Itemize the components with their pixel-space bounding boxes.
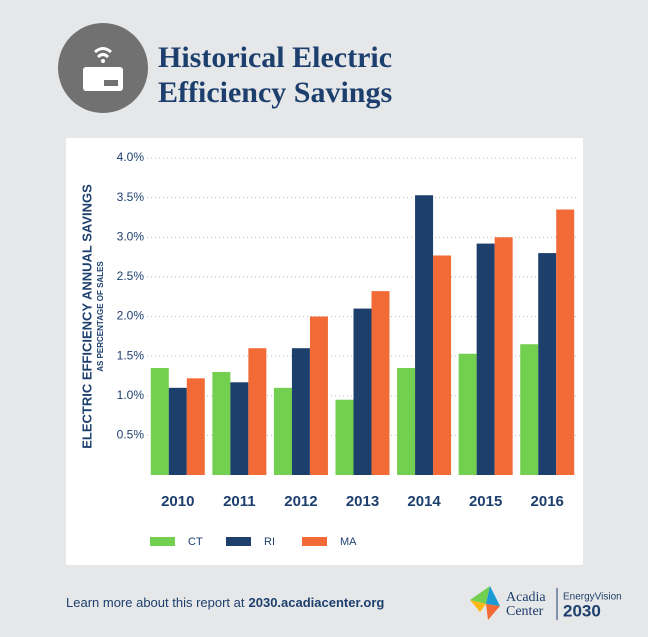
bar bbox=[273, 387, 292, 475]
bar bbox=[230, 382, 249, 475]
bar bbox=[520, 344, 539, 475]
y-tick-label: 3.5% bbox=[117, 190, 145, 204]
bar bbox=[371, 291, 390, 475]
y-axis-label: ELECTRIC EFFICIENCY ANNUAL SAVINGS bbox=[79, 184, 94, 449]
logo-year: 2030 bbox=[563, 601, 601, 620]
logo: Acadia Center EnergyVision 2030 bbox=[470, 586, 622, 620]
legend-label: RI bbox=[264, 536, 275, 548]
footer-link: 2030.acadiacenter.org bbox=[249, 595, 385, 610]
bar bbox=[212, 371, 231, 475]
bar bbox=[291, 348, 310, 475]
legend-label: MA bbox=[340, 536, 357, 548]
legend-swatch bbox=[226, 537, 251, 546]
footer-text: Learn more about this report at 2030.acad… bbox=[66, 595, 384, 610]
bar bbox=[353, 308, 372, 475]
bar bbox=[556, 209, 575, 475]
x-tick-label: 2010 bbox=[161, 493, 194, 510]
bar bbox=[397, 368, 416, 475]
bar bbox=[186, 378, 205, 475]
logo-name: Acadia bbox=[506, 590, 546, 605]
bar bbox=[248, 348, 267, 475]
bar bbox=[309, 316, 328, 475]
y-axis-sublabel: AS PERCENTAGE OF SALES bbox=[96, 261, 105, 372]
footer-label: Learn more about this report at bbox=[66, 595, 245, 610]
x-tick-label: 2016 bbox=[531, 493, 564, 510]
bar bbox=[168, 387, 187, 475]
icon bbox=[58, 23, 148, 113]
x-tick-label: 2012 bbox=[284, 493, 317, 510]
legend-swatch bbox=[302, 537, 327, 546]
y-tick-label: 4.0% bbox=[117, 150, 145, 164]
bar bbox=[415, 195, 434, 475]
title-line: Efficiency Savings bbox=[158, 76, 392, 109]
x-tick-label: 2011 bbox=[223, 493, 256, 510]
legend-swatch bbox=[150, 537, 175, 546]
bar bbox=[458, 353, 477, 475]
x-tick-label: 2014 bbox=[407, 493, 441, 510]
bar bbox=[335, 399, 354, 475]
legend-label: CT bbox=[188, 536, 203, 548]
y-tick-label: 3.0% bbox=[117, 229, 145, 243]
title-line: Historical Electric bbox=[158, 41, 392, 74]
y-tick-label: 2.5% bbox=[117, 269, 145, 283]
bar bbox=[476, 243, 495, 475]
bar bbox=[494, 237, 513, 475]
logo-program: EnergyVision bbox=[563, 592, 622, 603]
x-tick-label: 2013 bbox=[346, 493, 379, 510]
logo-name: Center bbox=[506, 604, 544, 619]
y-tick-label: 1.0% bbox=[117, 388, 145, 402]
y-tick-label: 1.5% bbox=[117, 348, 145, 362]
y-tick-label: 2.0% bbox=[117, 309, 145, 323]
bar bbox=[150, 368, 169, 475]
bar bbox=[433, 255, 452, 475]
chart: 0.5% 1.0% 1.5% 2.0% 2.5% 3.0% 3.5% 4.0% ELECTRIC… bbox=[79, 150, 578, 548]
y-tick-label: 0.5% bbox=[117, 428, 145, 442]
bar bbox=[538, 253, 557, 475]
x-tick-label: 2015 bbox=[469, 493, 502, 510]
